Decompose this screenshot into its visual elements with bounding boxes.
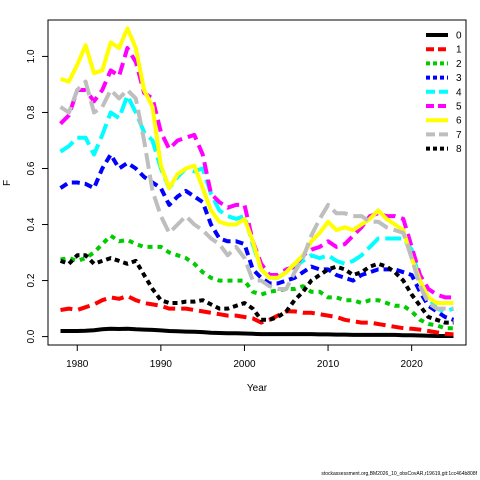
legend: 0 1 2 3 4 5 6 7 8: [426, 31, 462, 155]
legend-label-0: 0: [456, 31, 462, 42]
y-tick-label: 0.2: [26, 273, 37, 287]
x-tick-label: 1990: [150, 359, 173, 370]
legend-label-5: 5: [456, 102, 462, 113]
x-tick-label: 2010: [317, 359, 340, 370]
y-axis: 0.0 0.2 0.4 0.6 0.8 1.0: [26, 49, 48, 344]
x-axis-label: Year: [247, 383, 268, 394]
y-axis-label: F: [2, 180, 13, 186]
series-lines: [59, 26, 455, 338]
series-line-0: [60, 326, 454, 338]
series-line-5: [59, 46, 454, 300]
y-tick-label: 0.6: [26, 161, 37, 175]
x-tick-label: 1980: [66, 359, 89, 370]
series-line-1: [60, 294, 454, 337]
legend-label-6: 6: [456, 116, 462, 127]
series-line-6: [59, 26, 454, 305]
legend-label-4: 4: [456, 87, 462, 98]
y-tick-label: 0.0: [26, 329, 37, 343]
plot-frame: [47, 19, 467, 346]
x-tick-label: 2000: [233, 359, 256, 370]
legend-label-1: 1: [456, 45, 462, 56]
legend-label-2: 2: [456, 59, 462, 70]
y-tick-label: 1.0: [26, 49, 37, 63]
legend-label-3: 3: [456, 73, 462, 84]
x-tick-label: 2020: [401, 359, 424, 370]
series-line-2: [60, 233, 454, 331]
legend-label-7: 7: [456, 130, 462, 141]
x-axis: 1980 1990 2000 2010 2020: [66, 345, 423, 370]
legend-label-8: 8: [456, 144, 462, 155]
footer-credit: stockassessment.org,BM2026_10_obsCovAR,r…: [321, 471, 477, 477]
series-line-8: [59, 253, 454, 325]
y-tick-label: 0.4: [26, 217, 37, 231]
y-tick-label: 0.8: [26, 105, 37, 119]
